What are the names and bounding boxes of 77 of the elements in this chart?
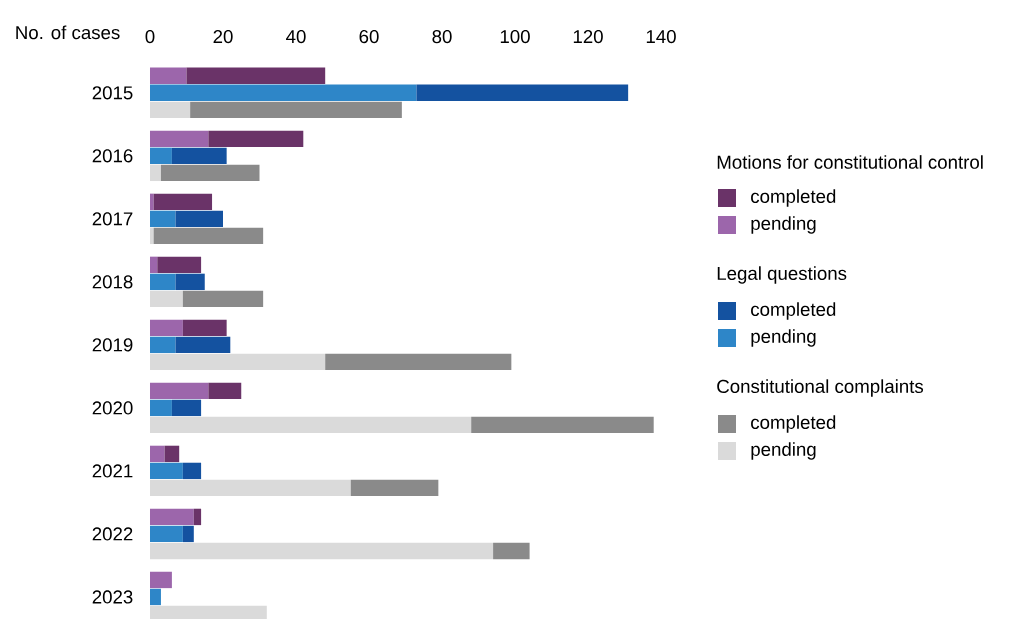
legend-label: completed (751, 415, 836, 433)
bar (150, 290, 183, 308)
y-tick-label: 2016 (92, 149, 133, 163)
bar (171, 399, 202, 417)
bar (150, 588, 161, 606)
bar (164, 445, 180, 463)
legend-label: pending (751, 329, 816, 347)
x-tick-label: 0 (145, 29, 155, 44)
x-tick-label: 140 (646, 29, 676, 44)
bar (150, 525, 183, 543)
bar (175, 273, 205, 291)
bar (150, 319, 183, 337)
bar (150, 445, 165, 463)
bar (182, 319, 227, 337)
bar (160, 164, 260, 182)
bar (153, 227, 264, 245)
bar (150, 227, 154, 245)
bar (150, 147, 172, 165)
bar (171, 147, 227, 165)
bar (150, 382, 209, 400)
bar (471, 416, 654, 434)
bar (182, 462, 202, 480)
legend-label: pending (751, 216, 816, 234)
y-tick-label: 2023 (92, 590, 133, 604)
x-tick-label: 40 (286, 29, 306, 44)
bar (150, 84, 417, 102)
bar (150, 353, 326, 371)
bar (150, 399, 172, 417)
bar (208, 382, 242, 400)
bar (186, 67, 326, 84)
y-tick-label: 2015 (92, 86, 133, 100)
bar (193, 508, 202, 526)
x-tick-label: 20 (213, 29, 233, 44)
legend-label: completed (751, 189, 836, 207)
legend-label: pending (751, 442, 816, 460)
bar (150, 542, 494, 560)
bar (157, 256, 202, 274)
text: Legal questions (717, 266, 847, 284)
bar (150, 336, 176, 354)
y-tick-label: 2021 (92, 464, 133, 478)
legend-label: completed (751, 302, 836, 320)
bar (493, 542, 530, 560)
bar (150, 101, 191, 119)
bar (150, 571, 172, 589)
bar (182, 525, 194, 543)
bar (150, 67, 187, 84)
y-tick-label: 2017 (92, 212, 133, 226)
bar (150, 130, 209, 148)
bar (150, 508, 194, 526)
y-tick-label: 2019 (92, 338, 133, 352)
bar (208, 130, 304, 148)
bar (325, 353, 512, 371)
bar (153, 193, 213, 211)
y-tick-label: 2022 (92, 527, 133, 541)
y-tick-label: 2020 (92, 401, 133, 415)
bar (175, 210, 223, 228)
bar (150, 164, 161, 182)
bar (150, 210, 176, 228)
bar (350, 479, 439, 497)
bar (150, 273, 176, 291)
x-tick-label: 100 (500, 29, 530, 44)
text: Motions for constitutional control (717, 155, 983, 169)
x-tick-label: 120 (573, 29, 603, 44)
bar (150, 193, 154, 211)
y-tick-label: 2018 (92, 275, 133, 289)
bar (150, 256, 158, 274)
bar (190, 101, 402, 119)
text: Constitutional complaints (717, 379, 924, 397)
bar (182, 290, 264, 308)
x-axis-title: No. of cases (16, 25, 120, 40)
bar (150, 479, 351, 497)
x-tick-label: 80 (432, 29, 452, 44)
x-tick-label: 60 (359, 29, 379, 44)
bar (150, 462, 183, 480)
bar (175, 336, 231, 354)
bar (150, 416, 472, 434)
bar (416, 84, 629, 102)
